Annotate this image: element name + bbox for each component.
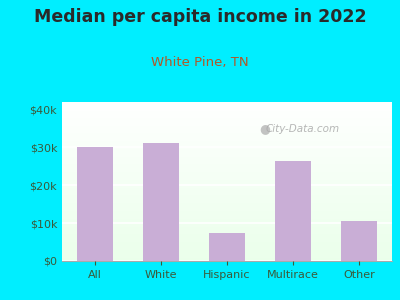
Bar xyxy=(143,143,179,261)
Text: ●: ● xyxy=(260,122,270,136)
Text: Median per capita income in 2022: Median per capita income in 2022 xyxy=(34,8,366,26)
Bar xyxy=(209,232,245,261)
Text: City-Data.com: City-Data.com xyxy=(266,124,340,134)
Bar xyxy=(275,161,311,261)
Text: White Pine, TN: White Pine, TN xyxy=(151,56,249,68)
Bar xyxy=(77,147,113,261)
Bar xyxy=(341,221,377,261)
